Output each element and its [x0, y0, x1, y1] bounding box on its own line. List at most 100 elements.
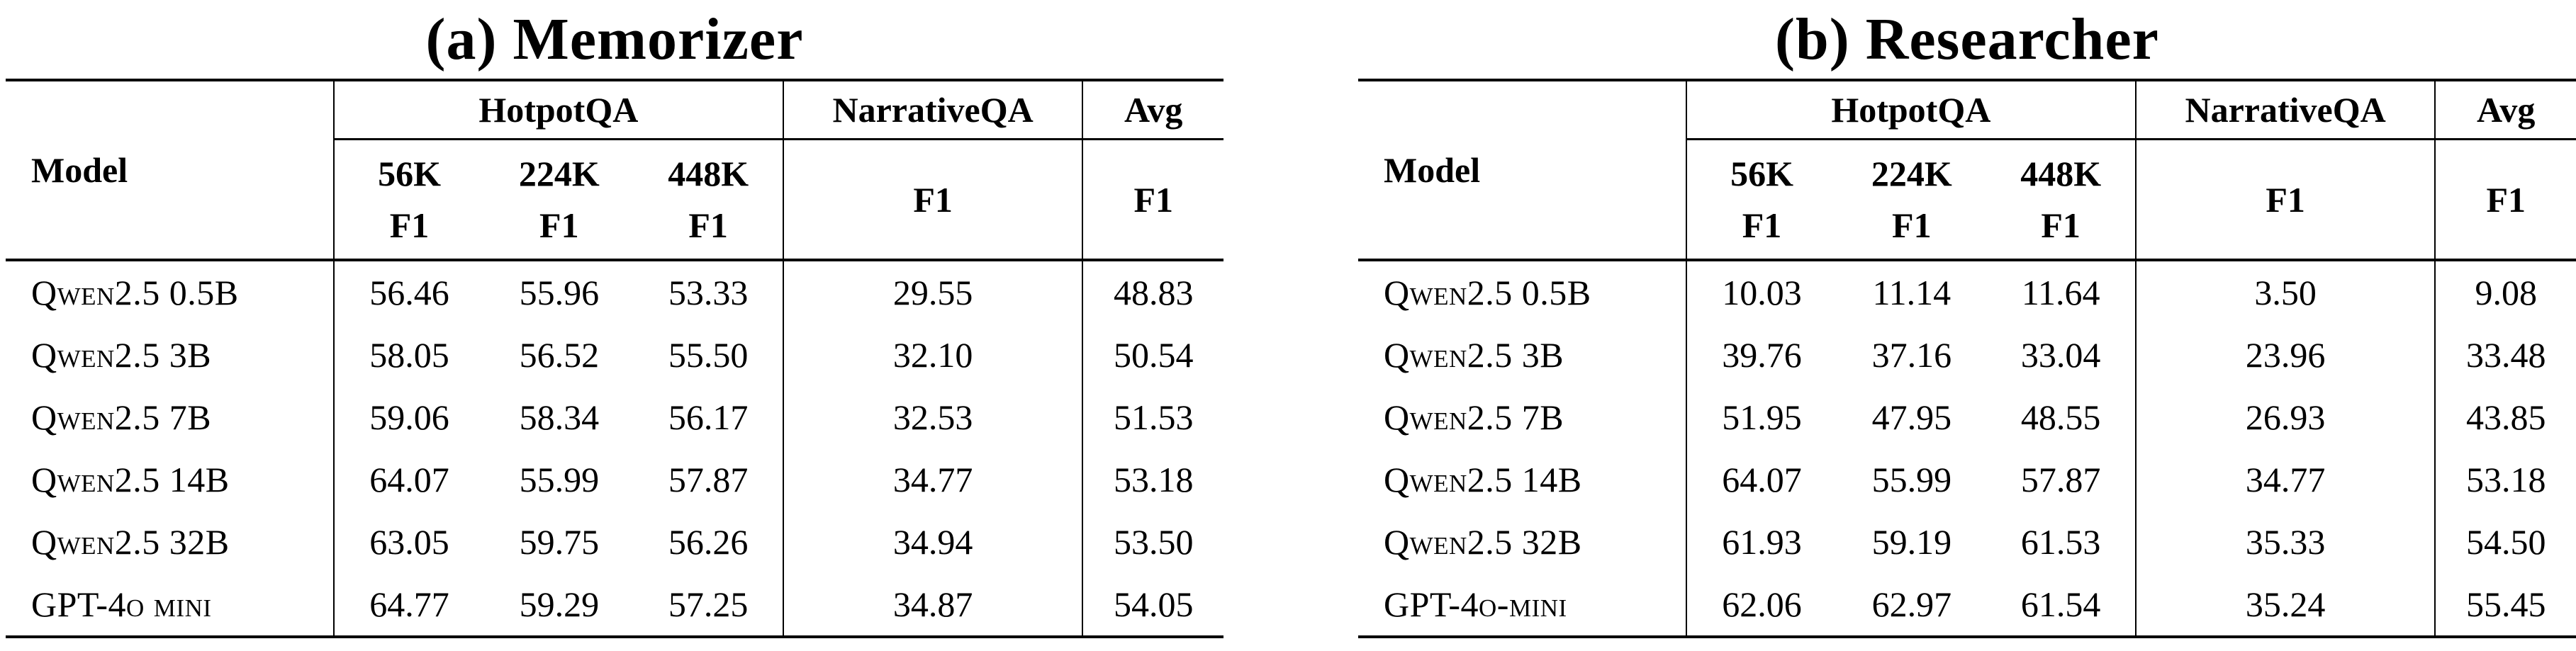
- model-column-header: Model: [1358, 81, 1687, 261]
- narrativeqa-value: 34.87: [784, 573, 1084, 635]
- researcher-table: Model HotpotQA NarrativeQA Avg 56K F1 22…: [1358, 79, 2576, 638]
- avg-value: 53.18: [1113, 460, 1194, 499]
- hotpot-224k-value: 59.75: [519, 522, 600, 562]
- avg-value: 33.48: [2465, 335, 2546, 375]
- hotpot-56k-value: 39.76: [1722, 335, 1802, 375]
- metric-label: F1: [1892, 205, 1932, 245]
- hotpot-56k-value: 58.05: [369, 335, 449, 375]
- hotpot-56k-value: 62.06: [1722, 584, 1802, 624]
- model-name: GPT-4o mini: [6, 573, 335, 635]
- avg-value: 50.54: [1113, 335, 1194, 375]
- narrativeqa-value: 26.93: [2137, 386, 2436, 448]
- hotpot-56k-header-cell: 56K F1: [1686, 140, 1837, 261]
- hotpot-224k-value: 56.52: [519, 335, 600, 375]
- memorizer-panel: (a) Memorizer Model HotpotQA NarrativeQA…: [6, 0, 1223, 638]
- hotpot-448k-header-cell: 448K F1: [634, 140, 784, 261]
- hotpot-224k-value: 47.95: [1871, 397, 1952, 437]
- hotpot-448k-value: 55.50: [634, 324, 784, 386]
- hotpot-56k-value: 64.07: [1722, 460, 1802, 499]
- metric-label: F1: [1742, 205, 1782, 245]
- narrativeqa-group-header: NarrativeQA: [2136, 81, 2436, 140]
- avg-group-header: Avg: [1083, 81, 1223, 140]
- hotpot-224k-value: 37.16: [1871, 335, 1952, 375]
- model-name: Qwen2.5 14B: [6, 448, 335, 511]
- model-column-header: Model: [6, 81, 335, 261]
- hotpot-224k-value: 11.14: [1872, 273, 1951, 312]
- avg-metric-header: F1: [2436, 140, 2576, 261]
- hotpot-224k-header-cell: 224K F1: [1837, 140, 1987, 261]
- hotpot-56k-value: 59.06: [369, 397, 449, 437]
- narrativeqa-value: 3.50: [2137, 261, 2436, 324]
- caption-researcher: (b) Researcher: [1775, 6, 2159, 72]
- model-name: Qwen2.5 3B: [1358, 324, 1687, 386]
- context-size-label: 448K: [668, 154, 749, 194]
- avg-group-header: Avg: [2436, 81, 2576, 140]
- hotpot-224k-value: 58.34: [519, 397, 600, 437]
- narrativeqa-value: 35.24: [2137, 573, 2436, 635]
- hotpot-448k-value: 61.54: [1986, 573, 2137, 635]
- narrativeqa-value: 32.10: [784, 324, 1084, 386]
- avg-value: 53.18: [2465, 460, 2546, 499]
- hotpot-56k-value: 56.46: [369, 273, 449, 312]
- avg-metric-header: F1: [1083, 140, 1223, 261]
- hotpot-56k-header-cell: 56K F1: [334, 140, 485, 261]
- hotpot-448k-value: 57.87: [1986, 448, 2137, 511]
- model-name: GPT-4o-mini: [1358, 573, 1687, 635]
- avg-value: 9.08: [2475, 273, 2537, 312]
- context-size-label: 224K: [518, 154, 600, 194]
- caption-memorizer: (a) Memorizer: [425, 6, 804, 72]
- model-name: Qwen2.5 7B: [6, 386, 335, 448]
- metric-label: F1: [389, 205, 430, 245]
- hotpot-56k-value: 64.07: [369, 460, 449, 499]
- model-name: Qwen2.5 14B: [1358, 448, 1687, 511]
- avg-value: 54.05: [1113, 584, 1194, 624]
- narrativeqa-value: 34.77: [784, 448, 1084, 511]
- hotpot-224k-value: 59.19: [1871, 522, 1952, 562]
- hotpot-224k-value: 59.29: [519, 584, 600, 624]
- hotpot-224k-value: 62.97: [1871, 584, 1952, 624]
- hotpotqa-group-header: HotpotQA: [334, 81, 784, 140]
- metric-label: F1: [688, 205, 728, 245]
- model-name: Qwen2.5 7B: [1358, 386, 1687, 448]
- narrativeqa-metric-header: F1: [783, 140, 1084, 261]
- hotpot-448k-value: 57.25: [634, 573, 784, 635]
- narrativeqa-value: 34.77: [2137, 448, 2436, 511]
- model-name: Qwen2.5 32B: [1358, 511, 1687, 573]
- model-name: Qwen2.5 32B: [6, 511, 335, 573]
- narrativeqa-value: 23.96: [2137, 324, 2436, 386]
- researcher-panel: (b) Researcher Model HotpotQA NarrativeQ…: [1358, 0, 2576, 638]
- memorizer-table: Model HotpotQA NarrativeQA Avg 56K F1 22…: [6, 79, 1223, 638]
- hotpot-56k-value: 51.95: [1722, 397, 1802, 437]
- hotpot-448k-value: 56.17: [634, 386, 784, 448]
- hotpot-448k-value: 53.33: [634, 261, 784, 324]
- metric-label: F1: [2041, 205, 2081, 245]
- hotpot-56k-value: 64.77: [369, 584, 449, 624]
- hotpot-448k-header-cell: 448K F1: [1986, 140, 2137, 261]
- context-size-label: 448K: [2020, 154, 2102, 194]
- metric-label: F1: [539, 205, 579, 245]
- narrativeqa-value: 35.33: [2137, 511, 2436, 573]
- hotpot-448k-value: 33.04: [1986, 324, 2137, 386]
- hotpot-56k-value: 63.05: [369, 522, 449, 562]
- hotpot-224k-header-cell: 224K F1: [484, 140, 634, 261]
- avg-value: 54.50: [2465, 522, 2546, 562]
- hotpot-448k-value: 57.87: [634, 448, 784, 511]
- hotpot-56k-value: 10.03: [1722, 273, 1802, 312]
- context-size-label: 56K: [378, 154, 441, 194]
- narrativeqa-metric-header: F1: [2136, 140, 2436, 261]
- avg-value: 55.45: [2465, 584, 2546, 624]
- hotpot-56k-value: 61.93: [1722, 522, 1802, 562]
- hotpot-448k-value: 56.26: [634, 511, 784, 573]
- narrativeqa-value: 29.55: [784, 261, 1084, 324]
- hotpot-448k-value: 11.64: [1986, 261, 2137, 324]
- narrativeqa-value: 32.53: [784, 386, 1084, 448]
- model-name: Qwen2.5 0.5B: [6, 261, 335, 324]
- hotpot-448k-value: 61.53: [1986, 511, 2137, 573]
- hotpotqa-group-header: HotpotQA: [1686, 81, 2137, 140]
- hotpot-224k-value: 55.99: [1871, 460, 1952, 499]
- context-size-label: 224K: [1871, 154, 1952, 194]
- narrativeqa-group-header: NarrativeQA: [783, 81, 1084, 140]
- avg-value: 43.85: [2465, 397, 2546, 437]
- avg-value: 53.50: [1113, 522, 1194, 562]
- avg-value: 51.53: [1113, 397, 1194, 437]
